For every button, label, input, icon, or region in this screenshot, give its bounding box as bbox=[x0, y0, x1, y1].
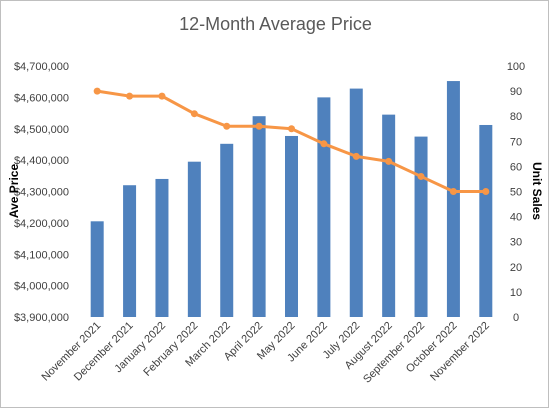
line-point bbox=[93, 87, 101, 95]
bar bbox=[285, 135, 298, 317]
x-tick-label: December 2021 bbox=[72, 320, 136, 384]
line-point bbox=[482, 188, 490, 195]
y-tick-label: $4,200,000 bbox=[14, 218, 69, 230]
line-point bbox=[320, 140, 328, 148]
y-tick-label: $4,700,000 bbox=[14, 61, 69, 73]
bar bbox=[446, 81, 460, 317]
line-point bbox=[449, 188, 457, 195]
y-tick-label: $4,400,000 bbox=[14, 155, 69, 167]
y2-tick-label: 70 bbox=[510, 136, 522, 148]
line-point bbox=[223, 122, 231, 130]
y-tick-label: $4,000,000 bbox=[14, 281, 69, 293]
y-tick-label: $4,300,000 bbox=[14, 187, 69, 199]
bar bbox=[90, 221, 104, 317]
y2-tick-label: 50 bbox=[510, 187, 522, 199]
line-point bbox=[417, 172, 425, 180]
bar bbox=[317, 97, 331, 317]
bar bbox=[382, 114, 396, 317]
y-tick-label: $4,500,000 bbox=[14, 124, 69, 136]
line-point bbox=[190, 110, 198, 118]
y2-tick-label: 90 bbox=[510, 86, 522, 98]
y-tick-label: $4,100,000 bbox=[14, 249, 69, 261]
y2-tick-label: 20 bbox=[510, 262, 522, 274]
bar bbox=[479, 124, 493, 317]
y2-axis-title: Unit Sales bbox=[530, 162, 544, 220]
line-point bbox=[126, 92, 134, 100]
bar bbox=[220, 143, 234, 317]
line-point bbox=[158, 92, 166, 100]
y2-tick-label: 30 bbox=[510, 237, 522, 249]
line-point bbox=[255, 122, 263, 130]
line-point bbox=[352, 152, 360, 160]
x-tick-label: November 2022 bbox=[428, 320, 492, 384]
y-tick-label: $3,900,000 bbox=[14, 312, 69, 324]
x-tick-label: November 2021 bbox=[39, 320, 103, 384]
bar-series bbox=[90, 81, 493, 317]
y-axis-right: 0 10 20 30 40 50 60 70 80 90 100 bbox=[507, 61, 525, 324]
y-axis-left: $3,900,000 $4,000,000 $4,100,000 $4,200,000… bbox=[14, 61, 69, 324]
line-series bbox=[93, 87, 490, 195]
line-point bbox=[288, 125, 295, 133]
bar bbox=[252, 116, 266, 317]
bar bbox=[187, 161, 201, 317]
bar bbox=[123, 185, 137, 317]
y2-tick-label: 10 bbox=[510, 287, 522, 299]
chart-title: 12-Month Average Price bbox=[179, 14, 372, 34]
bar bbox=[349, 88, 363, 317]
y-tick-label: $4,600,000 bbox=[14, 92, 69, 104]
y2-tick-label: 100 bbox=[507, 61, 525, 73]
bar bbox=[414, 136, 428, 317]
y2-tick-label: 40 bbox=[510, 212, 522, 224]
y2-tick-label: 60 bbox=[510, 161, 522, 173]
bar bbox=[155, 178, 169, 317]
line-point bbox=[385, 157, 393, 165]
y2-tick-label: 0 bbox=[513, 312, 519, 324]
y2-tick-label: 80 bbox=[510, 111, 522, 123]
y-axis-title: Ave Price bbox=[7, 164, 21, 219]
